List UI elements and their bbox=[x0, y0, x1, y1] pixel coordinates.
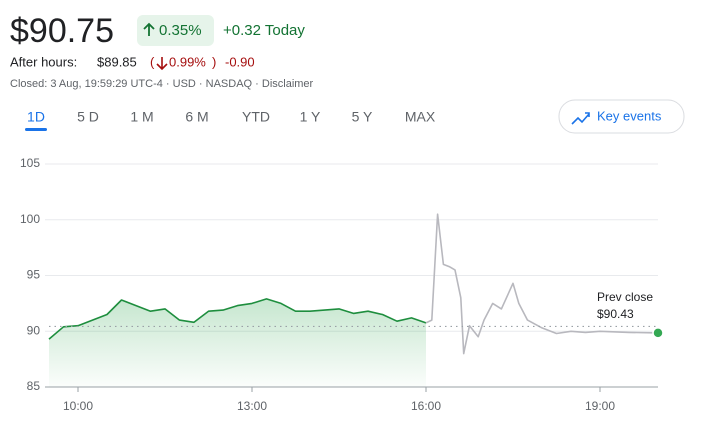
area bbox=[49, 298, 426, 387]
tab[interactable]: 5 Y bbox=[352, 109, 373, 125]
status-line: Closed: 3 Aug, 19:59:29 UTC-4 · USD · NA… bbox=[10, 78, 314, 90]
up-arrow-icon bbox=[143, 22, 155, 36]
active-tab-indicator bbox=[25, 128, 47, 131]
x-tick-label: 13:00 bbox=[237, 399, 267, 413]
price: $90.75 bbox=[10, 12, 114, 50]
tab[interactable]: 5 D bbox=[77, 109, 99, 125]
x-tick-label: 16:00 bbox=[411, 399, 441, 413]
y-tick-label: 85 bbox=[27, 379, 41, 393]
prev-close-value: $90.43 bbox=[597, 307, 634, 321]
tab[interactable]: 1D bbox=[27, 109, 45, 125]
x-tick-label: 10:00 bbox=[63, 399, 93, 413]
tab[interactable]: 6 M bbox=[185, 109, 208, 125]
key-events-label[interactable]: Key events bbox=[597, 108, 662, 123]
tab[interactable]: MAX bbox=[405, 109, 436, 125]
tab-bar: 1D 5 D 1 M 6 M YTD 1 Y 5 Y MAX bbox=[25, 109, 436, 131]
y-tick-label: 105 bbox=[20, 156, 40, 170]
tab[interactable]: 1 M bbox=[130, 109, 153, 125]
tab[interactable]: 1 Y bbox=[300, 109, 321, 125]
tab[interactable]: YTD bbox=[242, 109, 270, 125]
paren: ( bbox=[150, 54, 155, 69]
y-tick-label: 90 bbox=[27, 323, 41, 337]
price-line bbox=[425, 213, 659, 355]
y-tick-label: 95 bbox=[27, 268, 41, 282]
change-today: +0.32 Today bbox=[223, 22, 305, 39]
after-hours-pct: 0.99% bbox=[169, 54, 206, 69]
chart: 85 90 95 100 105 10:00 13:00 16:00 19:00 Prev clo… bbox=[20, 156, 664, 413]
key-events-button[interactable] bbox=[558, 99, 685, 134]
down-arrow-icon bbox=[156, 57, 168, 71]
price-line bbox=[48, 298, 427, 340]
change-badge bbox=[137, 15, 214, 46]
change-pct: 0.35% bbox=[159, 22, 202, 39]
after-hours-change: -0.90 bbox=[225, 54, 255, 69]
after-hours-label: After hours: bbox=[10, 54, 77, 69]
after-hours-price: $89.85 bbox=[97, 54, 137, 69]
prev-close-title: Prev close bbox=[597, 290, 653, 304]
trend-icon bbox=[571, 112, 590, 125]
y-tick-label: 100 bbox=[20, 212, 40, 226]
paren: ) bbox=[212, 54, 216, 69]
x-tick-label: 19:00 bbox=[585, 399, 615, 413]
last-point bbox=[652, 327, 664, 339]
